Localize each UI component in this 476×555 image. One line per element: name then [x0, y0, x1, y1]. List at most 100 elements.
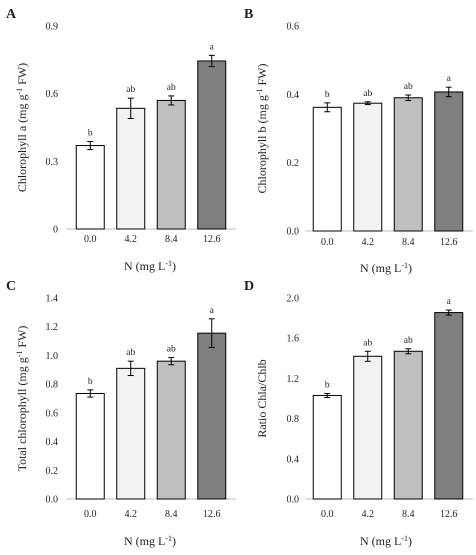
y-axis-label: Ratio Chla/Chlb: [255, 359, 269, 437]
error-bar: [405, 94, 412, 101]
y-axis-label: Chlorophyll b (mg g-1 FW): [255, 63, 270, 193]
x-tick-label: 0.0: [84, 509, 97, 520]
x-tick-label: 8.4: [402, 237, 415, 248]
error-bar: [168, 95, 175, 106]
error-bar: [168, 357, 175, 366]
bar-8.4: [393, 350, 423, 500]
y-tick-label: 0.0: [287, 227, 300, 238]
y-tick-label: 0.0: [287, 495, 300, 506]
panel-letter: C: [6, 279, 16, 294]
y-tick-label: 1.2: [287, 374, 300, 385]
panel-d: D 0.0 0.4 0.8 1.2 1.6 2.0 b 0.0 ab 4.2 ab 8.4 a 12.6 Ra…: [244, 279, 473, 548]
bar-0.0: [75, 392, 105, 500]
significance-letter: ab: [167, 83, 176, 93]
panel-letter: D: [244, 279, 254, 294]
y-tick-label: 2.0: [287, 294, 300, 305]
bar-4.2: [353, 355, 383, 500]
x-axis-label: N (mg L-1): [360, 261, 412, 276]
bar-12.6: [434, 312, 464, 500]
error-bar: [445, 309, 452, 316]
panel-a: A 0 0.3 0.6 0.9 b 0.0 ab 4.2 ab 8.4 a 12.6 Chlorophyl…: [6, 7, 236, 273]
y-tick-label: 0.4: [46, 437, 59, 448]
x-tick-label: 8.4: [165, 509, 178, 520]
bar-8.4: [156, 360, 186, 500]
x-axis-label: N (mg L-1): [360, 534, 412, 549]
bar-12.6: [434, 91, 464, 232]
y-tick-label: 1.6: [287, 334, 300, 345]
significance-letter: b: [88, 377, 93, 387]
error-bar: [405, 348, 412, 355]
error-bar: [127, 360, 134, 377]
error-bar: [445, 86, 452, 98]
significance-letter: a: [210, 42, 215, 52]
x-tick-label: 0.0: [84, 234, 97, 245]
significance-letter: a: [447, 74, 452, 84]
y-axis-label: Chlorophyll a (mg g-1 FW): [15, 63, 30, 192]
error-bar: [208, 54, 215, 68]
significance-letter: a: [447, 297, 452, 307]
bar-0.0: [312, 106, 342, 232]
bar-0.0: [312, 394, 342, 500]
y-tick-label: 0.2: [46, 466, 59, 477]
y-tick-label: 0.3: [46, 157, 59, 168]
y-tick-label: 0.8: [287, 414, 300, 425]
x-tick-label: 8.4: [402, 509, 415, 520]
error-bar: [364, 350, 371, 362]
y-tick-label: 0.4: [287, 90, 300, 101]
significance-letter: ab: [126, 85, 135, 95]
x-axis-label: N (mg L-1): [124, 534, 176, 549]
x-tick-label: 12.6: [203, 234, 221, 245]
bar-12.6: [197, 60, 227, 230]
panel-letter: A: [6, 7, 17, 22]
error-bar: [87, 140, 94, 151]
panel-letter: B: [244, 7, 253, 22]
significance-letter: ab: [404, 336, 413, 346]
error-bar: [364, 101, 371, 106]
y-tick-label: 1.4: [46, 294, 59, 305]
significance-letter: ab: [167, 345, 176, 355]
error-bar: [87, 389, 94, 398]
panel-b: B 0.0 0.2 0.4 0.6 b 0.0 ab 4.2 ab 8.4 a 12.6 Chloroph…: [244, 7, 473, 275]
bar-12.6: [197, 332, 227, 500]
error-bar: [208, 318, 215, 349]
error-bar: [324, 392, 331, 398]
x-axis-label: N (mg L-1): [124, 259, 176, 274]
significance-letter: b: [325, 380, 330, 390]
panel-c: C 0.0 0.2 0.4 0.6 0.8 1.0 1.2 1.4 b 0.0 ab 4.2 ab 8.4 a…: [6, 279, 236, 548]
significance-letter: ab: [363, 89, 372, 99]
bar-8.4: [393, 97, 423, 232]
bar-4.2: [353, 102, 383, 232]
significance-letter: ab: [404, 82, 413, 92]
x-tick-label: 0.0: [321, 237, 334, 248]
x-tick-label: 4.2: [362, 237, 375, 248]
significance-letter: b: [325, 90, 330, 100]
bar-4.2: [116, 367, 146, 500]
significance-letter: ab: [126, 348, 135, 358]
error-bar: [127, 97, 134, 119]
y-axis-label: Total chlorophyll (mg g-1 FW): [15, 326, 30, 472]
y-tick-label: 0.6: [46, 89, 59, 100]
y-tick-label: 0.6: [287, 22, 300, 33]
significance-letter: ab: [363, 338, 372, 348]
x-tick-label: 8.4: [165, 234, 178, 245]
y-tick-label: 0.2: [287, 158, 300, 169]
x-tick-label: 12.6: [203, 509, 221, 520]
x-tick-label: 4.2: [125, 509, 138, 520]
x-tick-label: 12.6: [440, 237, 458, 248]
y-tick-label: 0.8: [46, 380, 59, 391]
x-tick-label: 4.2: [362, 509, 375, 520]
x-tick-label: 0.0: [321, 509, 334, 520]
y-tick-label: 0.6: [46, 408, 59, 419]
significance-letter: b: [88, 128, 93, 138]
x-tick-label: 4.2: [125, 234, 138, 245]
y-tick-label: 1.0: [46, 351, 59, 362]
y-tick-label: 0.0: [46, 495, 59, 506]
y-tick-label: 0.9: [46, 22, 59, 33]
x-tick-label: 12.6: [440, 509, 458, 520]
y-tick-label: 0.4: [287, 454, 300, 465]
error-bar: [324, 102, 331, 113]
bar-4.2: [116, 107, 146, 230]
bar-0.0: [75, 145, 105, 230]
